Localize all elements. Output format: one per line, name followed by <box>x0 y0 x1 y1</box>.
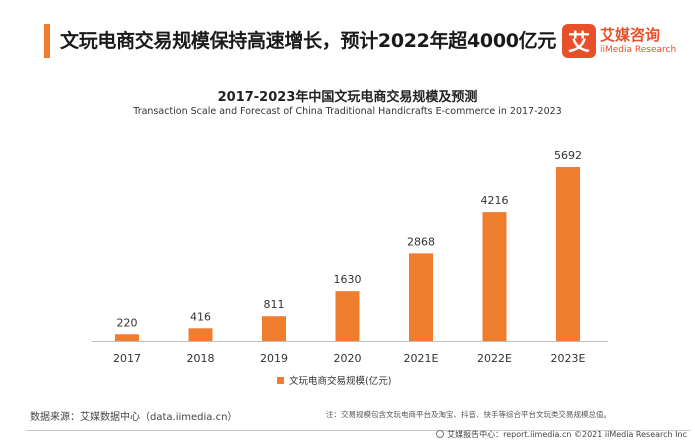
headline-accent-bar <box>44 24 50 58</box>
x-tick-label-2019: 2019 <box>260 352 288 365</box>
data-label-2017: 220 <box>117 316 138 329</box>
chart-title: 2017-2023年中国文玩电商交易规模及预测 <box>217 90 478 105</box>
logo-name-cn: 艾媒咨询 <box>600 26 661 44</box>
bar-2017 <box>115 334 139 341</box>
x-tick-label-2022E: 2022E <box>477 352 512 365</box>
data-label-2019: 811 <box>264 298 285 311</box>
data-label-2022E: 4216 <box>481 194 509 207</box>
data-label-2018: 416 <box>190 310 211 323</box>
data-label-2020: 1630 <box>334 273 362 286</box>
bar-2021E <box>409 253 433 341</box>
bar-2019 <box>262 316 286 341</box>
data-label-2021E: 2868 <box>407 235 435 248</box>
data-source: 数据来源：艾媒数据中心（data.iimedia.cn） <box>30 412 238 423</box>
bar-2020 <box>335 291 360 341</box>
chart-subtitle: Transaction Scale and Forecast of China … <box>133 106 562 117</box>
bar-2018 <box>188 328 213 341</box>
report-center-icon <box>436 430 445 438</box>
bar-2022E <box>482 212 507 341</box>
legend-swatch <box>277 376 284 384</box>
chart-legend: 文玩电商交易规模(亿元) <box>277 373 391 387</box>
x-tick-label-2017: 2017 <box>113 352 141 365</box>
brand-logo: 艾 艾媒咨询 iiMedia Research <box>562 24 687 60</box>
legend-label: 文玩电商交易规模(亿元) <box>289 376 392 387</box>
x-tick-label-2021E: 2021E <box>404 352 439 365</box>
logo-mark-icon: 艾 <box>562 24 596 58</box>
bar-2023E <box>556 167 580 341</box>
x-tick-label-2018: 2018 <box>187 352 215 365</box>
page-headline: 文玩电商交易规模保持高速增长，预计2022年超4000亿元 <box>60 30 557 52</box>
footer: 艾媒报告中心：report.iimedia.cn ©2021 iiMedia R… <box>0 430 695 440</box>
data-label-2023E: 5692 <box>554 149 582 162</box>
x-tick-label-2023E: 2023E <box>551 352 586 365</box>
logo-name-en: iiMedia Research <box>600 45 677 55</box>
data-note: 注：交易规模包含文玩电商平台及淘宝、抖音、快手等综合平台文玩类交易规模总值。 <box>326 410 611 419</box>
x-tick-label-2020: 2020 <box>334 352 362 365</box>
footer-divider <box>26 430 690 431</box>
footer-text: 艾媒报告中心：report.iimedia.cn ©2021 iiMedia R… <box>447 430 687 439</box>
